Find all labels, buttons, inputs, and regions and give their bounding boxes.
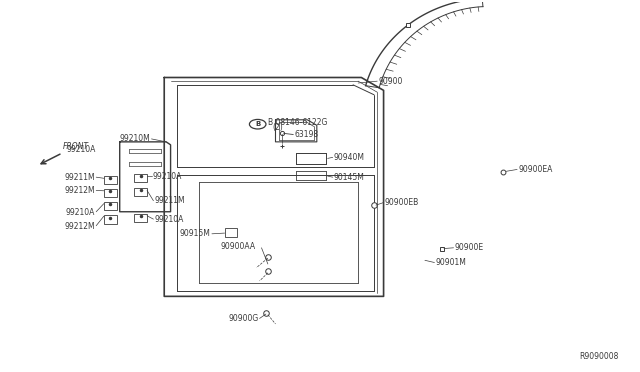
Text: 99210A: 99210A xyxy=(65,208,95,217)
Text: 99212M: 99212M xyxy=(64,222,95,231)
Text: 99210A: 99210A xyxy=(67,145,96,154)
Text: FRONT: FRONT xyxy=(63,142,88,151)
Text: 99211M: 99211M xyxy=(64,173,95,182)
Text: (2): (2) xyxy=(272,124,283,132)
Bar xyxy=(134,188,147,196)
Text: 99210A: 99210A xyxy=(153,172,182,181)
Text: 90900: 90900 xyxy=(378,77,403,86)
Bar xyxy=(134,214,147,222)
Bar xyxy=(225,228,237,237)
Bar xyxy=(104,176,116,184)
Text: 90915M: 90915M xyxy=(180,229,211,238)
Text: B 08146-6122G: B 08146-6122G xyxy=(268,118,327,127)
Text: 99211M: 99211M xyxy=(155,196,186,205)
Text: 90900AA: 90900AA xyxy=(220,242,255,251)
Text: B: B xyxy=(255,121,260,127)
Bar xyxy=(104,202,116,210)
Text: 90900E: 90900E xyxy=(455,243,484,252)
Text: 63198: 63198 xyxy=(294,130,319,139)
Text: 90940M: 90940M xyxy=(334,153,365,162)
Text: 90900G: 90900G xyxy=(228,314,259,323)
Text: 90901M: 90901M xyxy=(436,258,467,267)
Text: 90145M: 90145M xyxy=(334,173,365,182)
Text: 90900EA: 90900EA xyxy=(518,165,553,174)
Bar xyxy=(104,189,116,197)
Text: 99212M: 99212M xyxy=(64,186,95,195)
Text: R9090008: R9090008 xyxy=(579,352,619,361)
Bar xyxy=(134,174,147,182)
Text: 99210M: 99210M xyxy=(120,134,150,144)
Bar xyxy=(104,215,116,224)
Text: 99210A: 99210A xyxy=(155,215,184,224)
Text: 90900EB: 90900EB xyxy=(385,198,419,207)
